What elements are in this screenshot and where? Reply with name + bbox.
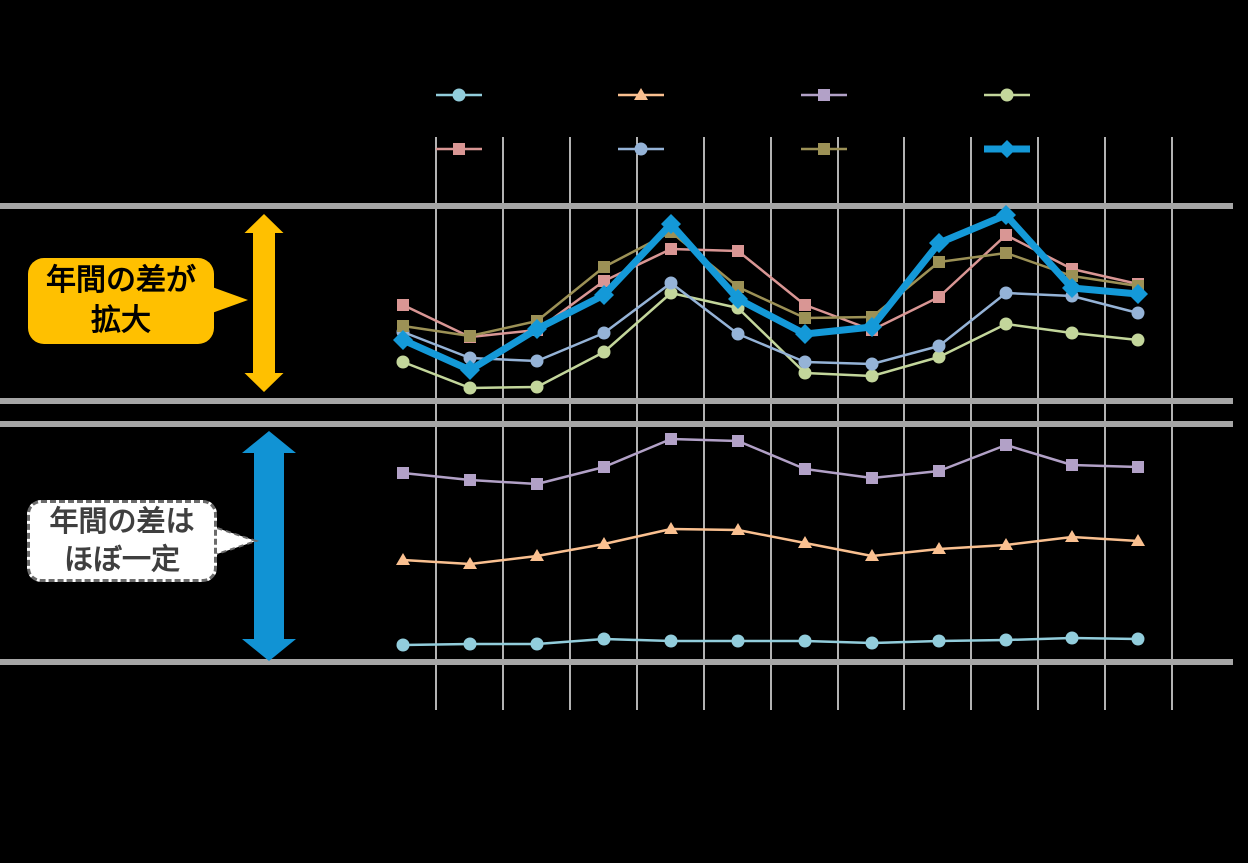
band-boundary-lines (0, 203, 1233, 665)
constant-range-arrow (242, 431, 296, 661)
annotation-gap-expanding-callout: 年間の差が 拡大 (28, 258, 214, 344)
legend-key-green-circle (984, 88, 1030, 102)
series-light-blue-circle (396, 631, 1145, 652)
legend-key-olive-square (801, 143, 847, 155)
annotation-gap-constant-callout: 年間の差は ほぼ一定 (27, 500, 217, 582)
annotation-gap-constant-line2: ほぼ一定 (63, 544, 180, 576)
legend-key-thick-blue-diamond (984, 140, 1030, 158)
series-green-circle (396, 286, 1145, 395)
annotation-gap-expanding-line1: 年間の差が (46, 264, 196, 297)
series-purple-square (397, 433, 1144, 490)
legend-key-pink-square (436, 143, 482, 155)
top-callout-pointer (212, 287, 248, 313)
legend-key-steel-blue-circle (618, 142, 664, 156)
legend (436, 88, 1030, 158)
legend-key-orange-triangle (618, 88, 664, 100)
legend-key-light-blue-circle (436, 88, 482, 102)
series-orange-triangle (396, 522, 1145, 569)
expanding-range-arrow (244, 214, 284, 392)
legend-key-purple-square (801, 89, 847, 101)
annotation-gap-expanding-line2: 拡大 (91, 304, 151, 337)
annotation-gap-constant-line1: 年間の差は (49, 506, 195, 538)
bottom-callout-pointer (213, 525, 260, 557)
series-thick-blue-diamond (393, 205, 1148, 380)
